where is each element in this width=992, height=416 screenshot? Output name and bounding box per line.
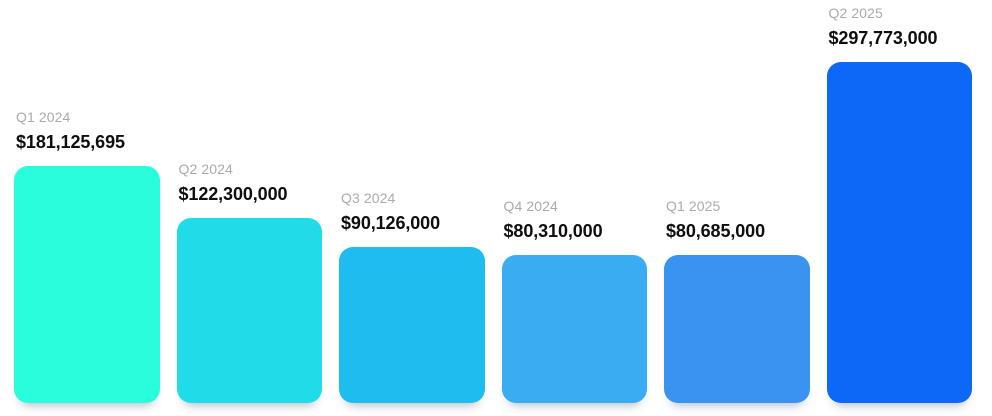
bar-label-group: Q2 2025 $297,773,000 (827, 5, 973, 62)
bar-column-q2-2024: Q2 2024 $122,300,000 (176, 161, 323, 403)
bar-category-label: Q2 2025 (828, 5, 883, 21)
bar-label-group: Q1 2024 $181,125,695 (14, 109, 160, 166)
bar-column-q3-2024: Q3 2024 $90,126,000 (339, 190, 485, 403)
bar (501, 255, 647, 403)
bar (826, 62, 972, 403)
bar-value-label: $122,300,000 (178, 184, 288, 204)
bar-label-group: Q3 2024 $90,126,000 (339, 190, 485, 247)
bar-category-label: Q1 2025 (666, 198, 721, 214)
bar-value-label: $181,125,695 (16, 132, 125, 152)
bar-category-label: Q2 2024 (178, 161, 233, 177)
bar-label-group: Q2 2024 $122,300,000 (177, 161, 323, 218)
bar (339, 247, 485, 403)
bar-column-q1-2024: Q1 2024 $181,125,695 (14, 109, 160, 403)
bar (14, 166, 160, 403)
bar-value-label: $90,126,000 (341, 213, 440, 233)
bar-label-group: Q4 2024 $80,310,000 (502, 198, 648, 255)
bar-column-q1-2025: Q1 2025 $80,685,000 (664, 198, 810, 403)
bar-value-label: $80,310,000 (503, 221, 603, 241)
bar-column-q2-2025: Q2 2025 $297,773,000 (826, 5, 973, 403)
bar (176, 218, 322, 403)
bar-column-q4-2024: Q4 2024 $80,310,000 (501, 198, 648, 403)
bar-category-label: Q1 2024 (16, 109, 71, 125)
bar-label-group: Q1 2025 $80,685,000 (664, 198, 810, 255)
bar-chart-plot-area: Q1 2024 $181,125,695 Q2 2024 $122,300,00… (0, 5, 992, 416)
bar-category-label: Q3 2024 (341, 190, 396, 206)
bar (664, 255, 810, 403)
bar-value-label: $80,685,000 (666, 221, 765, 241)
bar-category-label: Q4 2024 (503, 198, 558, 214)
bar-value-label: $297,773,000 (828, 28, 938, 48)
